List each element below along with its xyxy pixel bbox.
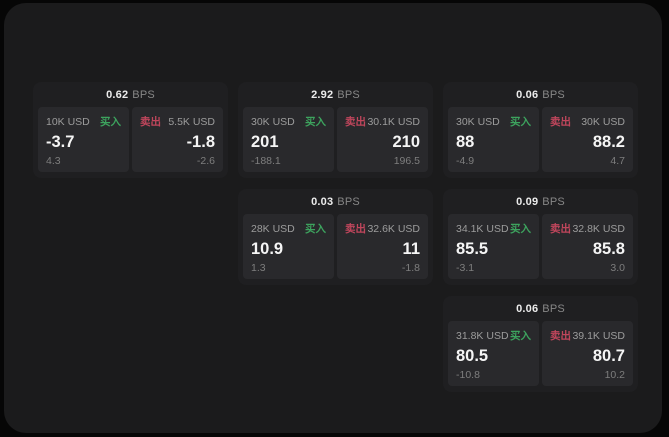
bps-header: 0.06 BPS — [443, 82, 638, 107]
buy-notional-size: 28K USD — [251, 223, 295, 235]
bps-header: 2.92 BPS — [238, 82, 433, 107]
sell-price: 85.8 — [592, 240, 625, 258]
buy-delta: -4.9 — [456, 154, 475, 167]
sell-delta: 196.5 — [393, 154, 420, 167]
bid-ask-panels: 30K USD 买入 201 -188.1 卖出 30.1K USD 210 1… — [243, 107, 428, 172]
quote-card: 0.09 BPS 34.1K USD 买入 85.5 -3.1 卖出 32.8K… — [443, 189, 638, 285]
buy-price: 10.9 — [251, 240, 284, 258]
sell-panel[interactable]: 卖出 5.5K USD -1.8 -2.6 — [132, 107, 223, 172]
buy-notional-size: 30K USD — [456, 116, 500, 128]
buy-label: 买入 — [510, 223, 531, 235]
buy-panel[interactable]: 10K USD 买入 -3.7 4.3 — [38, 107, 129, 172]
bps-unit: BPS — [542, 88, 565, 101]
quote-card: 0.06 BPS 31.8K USD 买入 80.5 -10.8 卖出 39.1… — [443, 296, 638, 392]
bps-header: 0.09 BPS — [443, 189, 638, 214]
quote-card: 0.03 BPS 28K USD 买入 10.9 1.3 卖出 32.6K US… — [238, 189, 433, 285]
sell-notional-size: 32.6K USD — [367, 223, 420, 235]
buy-panel[interactable]: 30K USD 买入 201 -188.1 — [243, 107, 334, 172]
bps-unit: BPS — [132, 88, 155, 101]
app-window: 0.62 BPS 10K USD 买入 -3.7 4.3 卖出 5.5K USD… — [4, 3, 662, 433]
sell-panel[interactable]: 卖出 32.8K USD 85.8 3.0 — [542, 214, 633, 279]
sell-panel[interactable]: 卖出 30.1K USD 210 196.5 — [337, 107, 428, 172]
sell-panel[interactable]: 卖出 32.6K USD 11 -1.8 — [337, 214, 428, 279]
buy-delta: 1.3 — [251, 261, 266, 274]
sell-price: 11 — [402, 240, 420, 258]
bps-value: 0.06 — [516, 88, 539, 101]
bps-value: 0.03 — [311, 195, 334, 208]
bps-header: 0.03 BPS — [238, 189, 433, 214]
sell-delta: -2.6 — [196, 154, 215, 167]
sell-notional-size: 39.1K USD — [572, 330, 625, 342]
buy-price: 80.5 — [456, 347, 489, 365]
bps-value: 2.92 — [311, 88, 334, 101]
quote-card: 0.06 BPS 30K USD 买入 88 -4.9 卖出 30K USD 8… — [443, 82, 638, 178]
sell-label: 卖出 — [140, 116, 161, 128]
sell-label: 卖出 — [550, 223, 571, 235]
buy-price: 88 — [456, 133, 475, 151]
buy-delta: -10.8 — [456, 368, 480, 381]
buy-label: 买入 — [510, 116, 531, 128]
buy-notional-size: 31.8K USD — [456, 330, 509, 342]
buy-delta: -188.1 — [251, 154, 281, 167]
buy-delta: -3.1 — [456, 261, 475, 274]
sell-label: 卖出 — [345, 116, 366, 128]
sell-label: 卖出 — [550, 116, 571, 128]
sell-price: -1.8 — [186, 133, 215, 151]
sell-label: 卖出 — [550, 330, 571, 342]
buy-notional-size: 10K USD — [46, 116, 90, 128]
sell-price: 80.7 — [592, 347, 625, 365]
sell-price: 210 — [392, 133, 420, 151]
quote-card: 0.62 BPS 10K USD 买入 -3.7 4.3 卖出 5.5K USD… — [33, 82, 228, 178]
sell-notional-size: 32.8K USD — [572, 223, 625, 235]
quote-grid: 0.62 BPS 10K USD 买入 -3.7 4.3 卖出 5.5K USD… — [33, 82, 638, 392]
bps-unit: BPS — [337, 195, 360, 208]
buy-label: 买入 — [510, 330, 531, 342]
sell-panel[interactable]: 卖出 39.1K USD 80.7 10.2 — [542, 321, 633, 386]
bid-ask-panels: 28K USD 买入 10.9 1.3 卖出 32.6K USD 11 -1.8 — [243, 214, 428, 279]
buy-label: 买入 — [100, 116, 121, 128]
sell-panel[interactable]: 卖出 30K USD 88.2 4.7 — [542, 107, 633, 172]
buy-panel[interactable]: 34.1K USD 买入 85.5 -3.1 — [448, 214, 539, 279]
buy-delta: 4.3 — [46, 154, 61, 167]
bps-value: 0.06 — [516, 302, 539, 315]
buy-price: 85.5 — [456, 240, 489, 258]
bps-unit: BPS — [337, 88, 360, 101]
buy-notional-size: 30K USD — [251, 116, 295, 128]
bps-header: 0.62 BPS — [33, 82, 228, 107]
buy-notional-size: 34.1K USD — [456, 223, 509, 235]
sell-delta: 3.0 — [610, 261, 625, 274]
sell-label: 卖出 — [345, 223, 366, 235]
buy-label: 买入 — [305, 223, 326, 235]
sell-notional-size: 5.5K USD — [168, 116, 215, 128]
sell-delta: 10.2 — [604, 368, 625, 381]
bps-header: 0.06 BPS — [443, 296, 638, 321]
buy-label: 买入 — [305, 116, 326, 128]
bps-value: 0.62 — [106, 88, 129, 101]
sell-notional-size: 30.1K USD — [367, 116, 420, 128]
buy-panel[interactable]: 30K USD 买入 88 -4.9 — [448, 107, 539, 172]
buy-price: 201 — [251, 133, 279, 151]
bps-value: 0.09 — [516, 195, 539, 208]
bid-ask-panels: 34.1K USD 买入 85.5 -3.1 卖出 32.8K USD 85.8… — [448, 214, 633, 279]
bps-unit: BPS — [542, 195, 565, 208]
bid-ask-panels: 30K USD 买入 88 -4.9 卖出 30K USD 88.2 4.7 — [448, 107, 633, 172]
sell-delta: 4.7 — [610, 154, 625, 167]
bps-unit: BPS — [542, 302, 565, 315]
quote-card: 2.92 BPS 30K USD 买入 201 -188.1 卖出 30.1K … — [238, 82, 433, 178]
buy-panel[interactable]: 28K USD 买入 10.9 1.3 — [243, 214, 334, 279]
buy-panel[interactable]: 31.8K USD 买入 80.5 -10.8 — [448, 321, 539, 386]
sell-price: 88.2 — [592, 133, 625, 151]
bid-ask-panels: 31.8K USD 买入 80.5 -10.8 卖出 39.1K USD 80.… — [448, 321, 633, 386]
bid-ask-panels: 10K USD 买入 -3.7 4.3 卖出 5.5K USD -1.8 -2.… — [38, 107, 223, 172]
buy-price: -3.7 — [46, 133, 75, 151]
sell-notional-size: 30K USD — [581, 116, 625, 128]
sell-delta: -1.8 — [401, 261, 420, 274]
